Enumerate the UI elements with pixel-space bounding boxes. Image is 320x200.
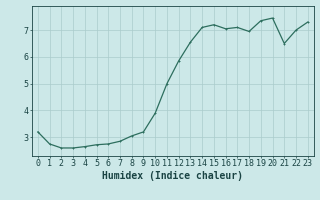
- X-axis label: Humidex (Indice chaleur): Humidex (Indice chaleur): [102, 171, 243, 181]
